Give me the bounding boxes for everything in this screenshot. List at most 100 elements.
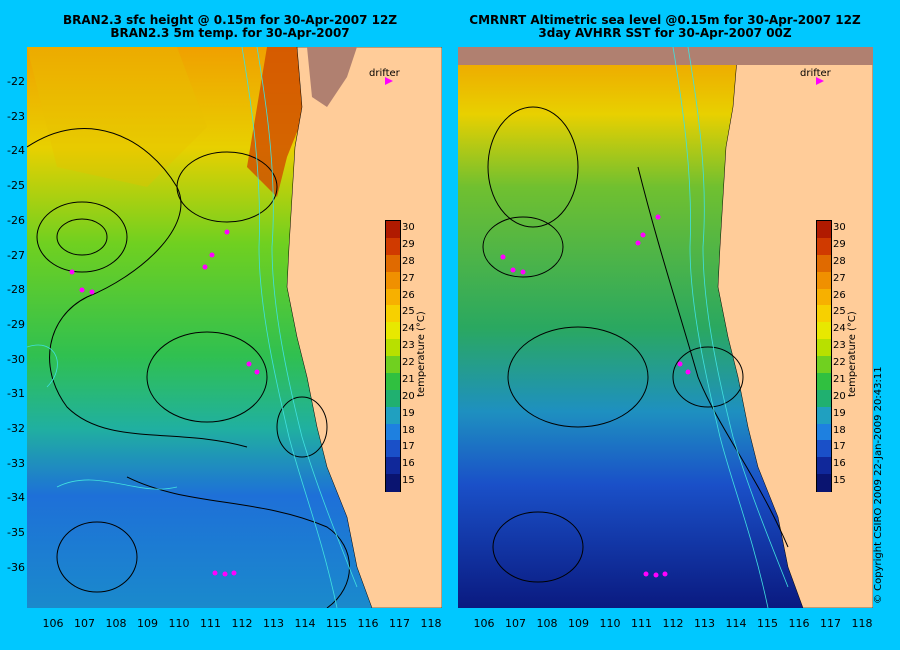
lon-tick-label: 109 [568,617,589,630]
colorbar-tick-label: 17 [402,441,415,453]
colorbar-tick-label: 18 [833,424,846,436]
colorbar-tick-label: 21 [833,373,846,385]
colorbar-swatch [817,457,831,475]
lat-tick-label: -35 [7,526,25,540]
lat-tick-label: -31 [7,387,25,401]
lon-tick-label: 114 [294,617,316,630]
colorbar-swatch [386,474,400,492]
drifter-legend-arrow [816,77,824,85]
left-title-line1: BRAN2.3 sfc height @ 0.15m for 30-Apr-20… [62,13,398,27]
left-map-graphic [27,47,442,608]
right-map-title: CMRNRT Altimetric sea level @0.15m for 3… [455,14,875,40]
colorbar-swatch [386,356,400,374]
lon-tick-label: 106 [473,617,495,630]
lon-tick-label: 110 [168,617,190,630]
colorbar-tick-label: 27 [833,272,846,284]
lon-tick-label: 117 [389,617,410,630]
lat-tick-label: -22 [7,75,25,88]
left-title-line2: BRAN2.3 5m temp. for 30-Apr-2007 [110,26,350,40]
colorbar-title: temperature (°C) [847,311,858,397]
colorbar-swatch [817,389,831,408]
lon-tick-label: 113 [263,617,284,630]
left-sst-map: drifter 30 29 28 27 26 25 24 23 22 21 20 19 18 17 16 15… [27,47,442,608]
colorbar-swatch [386,254,400,273]
lat-tick-label: -36 [7,560,25,574]
lon-tick-label: 107 [505,617,526,630]
lon-tick-label: 115 [757,617,778,630]
lon-tick-label: 112 [662,617,684,630]
colorbar-swatch [817,474,831,492]
colorbar-tick-label: 21 [402,373,415,385]
land-shade [307,47,357,107]
lon-tick-label: 115 [326,617,347,630]
colorbar [816,220,832,492]
colorbar-swatch [386,406,400,424]
colorbar-tick-label: 19 [402,407,415,419]
colorbar-tick-label: 15 [833,475,846,487]
lon-tick-label: 116 [788,617,810,630]
bathymetry-contours [27,47,358,608]
lon-tick-label: 114 [725,617,747,630]
colorbar [385,220,401,492]
colorbar-tick-label: 25 [833,306,846,318]
colorbar-tick-label: 18 [402,424,415,436]
colorbar-tick-label: 30 [833,222,846,233]
lat-tick-label: -34 [7,491,25,505]
colorbar-swatch [817,271,831,289]
colorbar-swatch [386,339,400,357]
warm-patch [27,47,207,187]
colorbar-tick-label: 16 [833,458,846,470]
sea-height-contours [482,106,789,583]
colorbar-swatch [386,288,400,306]
lat-tick-label: -26 [7,213,25,227]
cloud-mask [458,47,873,65]
colorbar-swatch [817,237,831,256]
colorbar-swatch [817,339,831,357]
colorbar-swatch [386,389,400,408]
colorbar-swatch [386,221,400,239]
colorbar-swatch [817,423,831,441]
lat-tick-label: -33 [7,456,25,470]
lon-tick-label: 118 [851,617,873,630]
lon-tick-label: 111 [631,617,652,630]
colorbar-tick-label: 20 [833,390,846,402]
colorbar-tick-label: 29 [402,238,415,250]
colorbar-swatch [817,372,831,391]
colorbar-tick-label: 27 [402,272,415,284]
colorbar-tick-label: 24 [402,323,415,335]
lat-tick-label: -30 [7,352,25,366]
lon-tick-label: 113 [694,617,715,630]
drifter-legend-label: drifter [369,68,400,79]
colorbar-tick-label: 19 [833,407,846,419]
colorbar-swatch [386,271,400,289]
colorbar-swatch [386,322,400,340]
lon-tick-label: 108 [105,617,127,630]
colorbar-tick-label: 24 [833,323,846,335]
lat-tick-label: -32 [7,422,25,435]
colorbar-swatch [817,440,831,458]
drifter-tracks [69,77,393,577]
lon-tick-label: 110 [599,617,621,630]
drifter-legend-arrow [385,77,393,85]
lat-tick-label: -25 [7,179,25,193]
colorbar-tick-label: 28 [402,255,415,267]
colorbar-swatch [386,457,400,475]
lat-tick-label: -29 [7,317,25,331]
colorbar-tick-label: 22 [402,357,415,368]
colorbar-swatch [817,305,831,323]
colorbar-swatch [817,356,831,374]
drifter-legend-label: drifter [800,68,831,79]
colorbar-swatch [817,254,831,273]
colorbar-tick-label: 17 [833,441,846,453]
colorbar-swatch [817,288,831,306]
lon-tick-label: 112 [231,617,253,630]
right-title-line2: 3day AVHRR SST for 30-Apr-2007 00Z [538,26,792,40]
colorbar-swatch [386,237,400,256]
colorbar-tick-label: 30 [402,222,415,233]
lon-tick-label: 118 [420,617,442,630]
colorbar-tick-label: 22 [833,357,846,368]
colorbar-tick-label: 20 [402,390,415,402]
copyright-text: © Copyright CSIRO 2009 22-Jan-2009 20:43… [873,366,884,604]
lon-tick-label: 116 [357,617,379,630]
colorbar-swatch [817,406,831,424]
